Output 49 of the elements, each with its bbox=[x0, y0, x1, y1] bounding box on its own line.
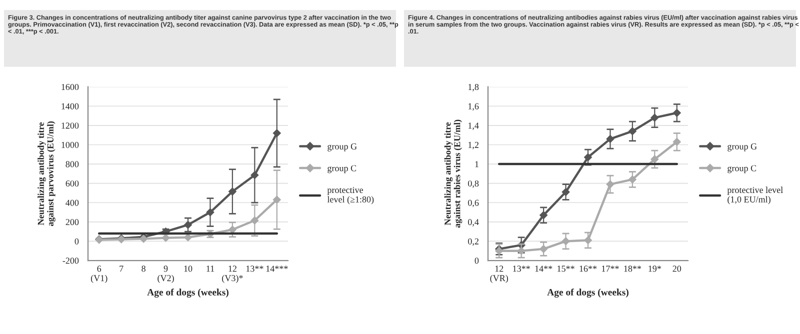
x-tick-label: 20 bbox=[672, 266, 682, 272]
y-tick-label: 800 bbox=[66, 161, 79, 168]
y-tick-label: 1,4 bbox=[468, 122, 479, 130]
x-tick-label: 14** bbox=[535, 266, 552, 272]
x-tick-label: 19* bbox=[648, 266, 662, 272]
x-tick-label: 10 bbox=[184, 266, 192, 272]
x-tick-label: 8 bbox=[142, 266, 146, 272]
x-tick-label: 13** bbox=[246, 266, 264, 272]
point bbox=[162, 234, 170, 242]
y-tick-label: 0 bbox=[474, 258, 479, 264]
y-tick-label: 0,2 bbox=[468, 238, 478, 246]
y-tick-label: 200 bbox=[66, 219, 79, 226]
legend-label: group C bbox=[728, 165, 756, 174]
y-tick-label: 1600 bbox=[62, 84, 79, 90]
y-tick-label: 0,8 bbox=[468, 180, 479, 188]
legend-label: protective level (1,0 EU/ml) bbox=[727, 186, 783, 204]
x-tick-label: 12 (V3)* bbox=[222, 266, 243, 284]
x-tick-label: 9 (V2) bbox=[158, 266, 174, 284]
y-tick-label: 0,4 bbox=[468, 219, 479, 226]
y-tick-label: 0,6 bbox=[468, 200, 479, 208]
x-tick-label: 12 (VR) bbox=[490, 266, 508, 284]
y-tick-label: 1,2 bbox=[468, 142, 478, 150]
legend-label: protective level (≥1:80) bbox=[327, 186, 374, 204]
y-tick-label: 1,8 bbox=[468, 84, 479, 92]
x-tick-label: 7 bbox=[120, 266, 124, 272]
x-tick-label: 16** bbox=[580, 266, 597, 272]
x-tick-label: 13** bbox=[513, 266, 530, 272]
x-axis-title: Age of dogs (weeks) bbox=[147, 288, 228, 298]
y-tick-label: 400 bbox=[66, 200, 79, 206]
y-tick-label: -200 bbox=[62, 258, 79, 264]
x-tick-label: 18** bbox=[624, 266, 642, 272]
legend-label: group C bbox=[328, 165, 356, 174]
x-tick-label: 6 (V1) bbox=[90, 266, 108, 284]
x-tick-label: 17** bbox=[602, 266, 619, 272]
y-tick-label: 0 bbox=[74, 238, 79, 244]
legend-label: group G bbox=[728, 143, 757, 152]
x-tick-label: 15** bbox=[558, 266, 574, 272]
legend-label: group G bbox=[328, 143, 357, 152]
y-tick-label: 1 bbox=[475, 161, 478, 168]
x-tick-label: 14*** bbox=[266, 266, 288, 272]
y-tick-label: 1,6 bbox=[468, 103, 479, 111]
x-axis-title: Age of dogs (weeks) bbox=[547, 288, 628, 298]
y-axis-title: Neutralizing antibody titre against parvovirus (EU/ml) bbox=[38, 121, 56, 226]
x-tick-label: 11 bbox=[206, 266, 214, 272]
y-tick-label: 600 bbox=[66, 180, 79, 187]
y-tick-label: 1400 bbox=[62, 103, 79, 110]
y-tick-label: 1000 bbox=[62, 142, 79, 148]
y-axis-title: Neutralizing antibody titre against rabies virus (EU/ml) bbox=[444, 120, 462, 228]
y-tick-label: 1200 bbox=[62, 122, 79, 129]
